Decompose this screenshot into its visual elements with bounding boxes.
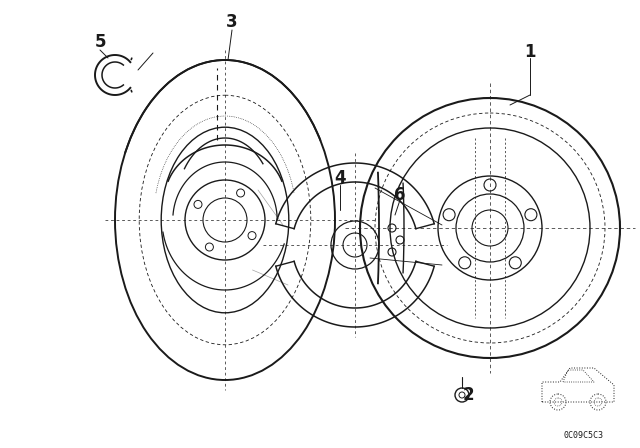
- Text: 0C09C5C3: 0C09C5C3: [564, 431, 604, 439]
- Text: 5: 5: [94, 33, 106, 51]
- Text: 4: 4: [334, 169, 346, 187]
- Text: 3: 3: [226, 13, 238, 31]
- Text: 2: 2: [462, 386, 474, 404]
- Text: 6: 6: [394, 186, 406, 204]
- Text: 1: 1: [524, 43, 536, 61]
